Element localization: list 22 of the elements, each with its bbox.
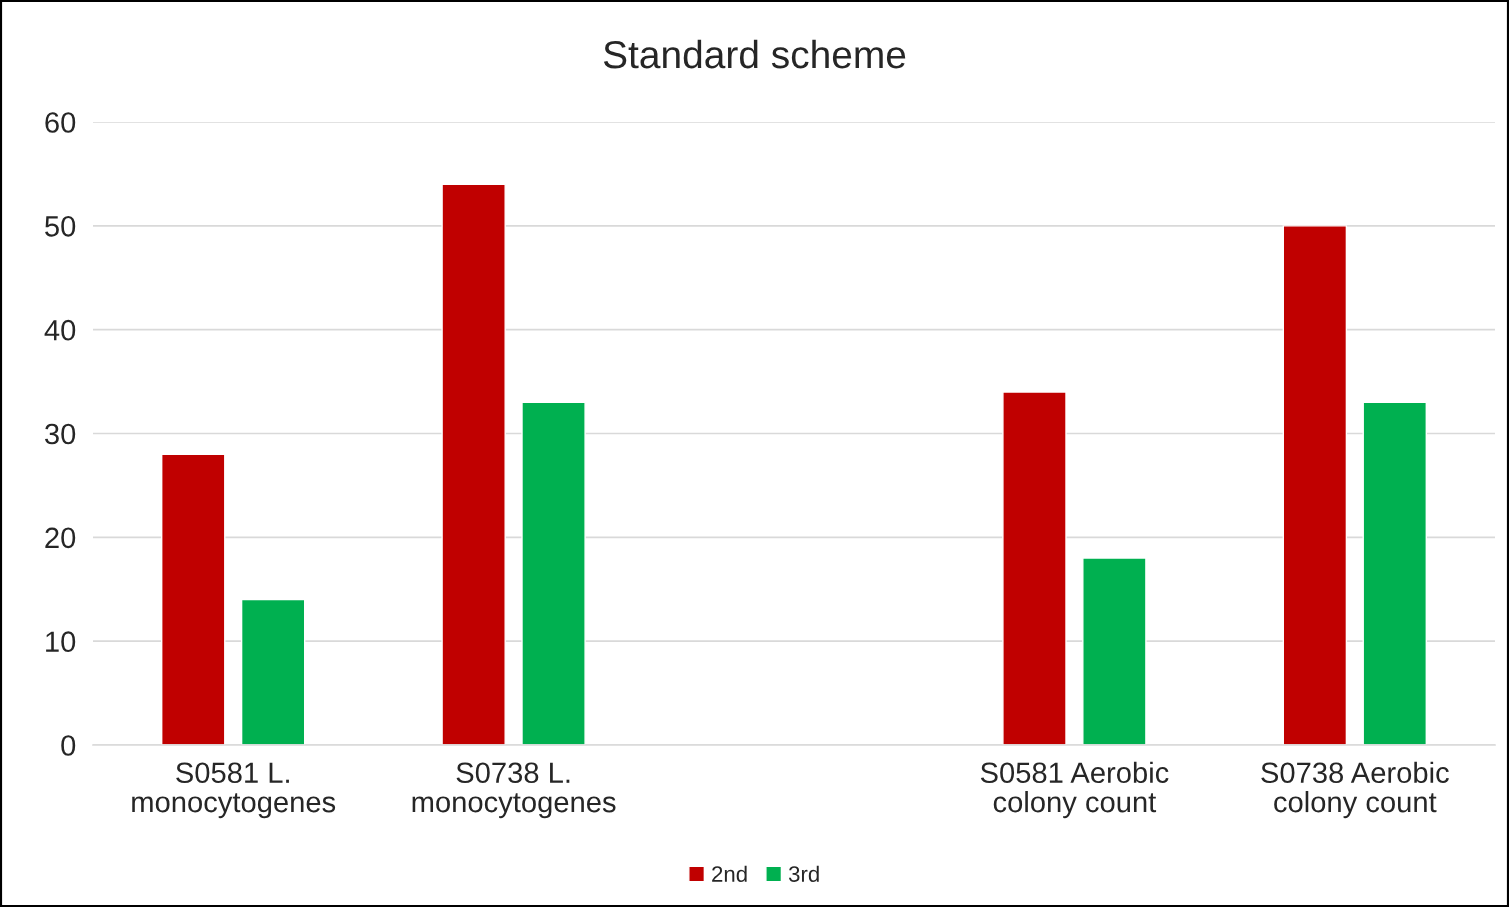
x-tick-label: S0581 Aerobic colony count	[980, 761, 1169, 819]
y-tick-label: 20	[45, 527, 76, 549]
y-tick-label: 40	[44, 319, 76, 341]
bar	[441, 183, 506, 745]
y-tick-label: 60	[45, 112, 76, 133]
x-tick-label: S0581 L. monocytogenes	[132, 762, 336, 819]
bar	[240, 598, 306, 745]
bar	[1282, 225, 1348, 745]
legend-label: 3rd	[788, 865, 819, 882]
bar	[521, 401, 586, 745]
chart-title: Standard scheme	[603, 39, 906, 69]
x-tick-label: S0738 Aerobic colony count	[1261, 761, 1449, 819]
y-tick-label: 30	[45, 423, 76, 445]
y-tick-label: 0	[61, 735, 76, 756]
bar	[1082, 557, 1147, 745]
x-tick-label: S0738 L. monocytogenes	[412, 762, 616, 819]
bar	[1362, 401, 1427, 745]
legend-label: 2nd	[712, 865, 747, 882]
bar	[161, 453, 226, 745]
y-tick-label: 50	[45, 216, 76, 237]
y-tick-label: 10	[46, 631, 76, 653]
bar	[1002, 391, 1067, 745]
